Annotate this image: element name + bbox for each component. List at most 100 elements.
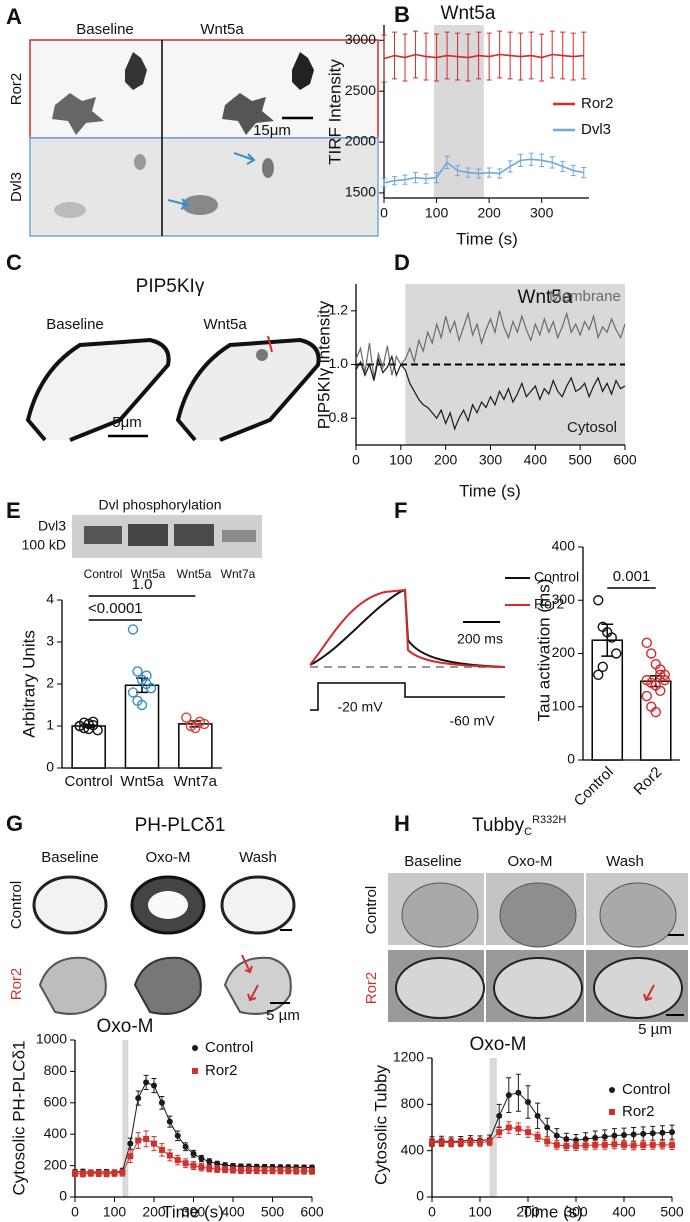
row-label: Control [363,886,380,934]
data-point [563,1143,570,1150]
current-trace [309,588,506,668]
scale-label: 15μm [253,122,291,139]
stimulus-shade [489,1058,497,1197]
data-point [573,1143,579,1150]
x-tick-label: 100 [389,452,413,468]
y-axis-label: Cytosolic Tubby [371,1065,390,1185]
panel-label: E [6,498,21,523]
data-point [640,1130,647,1137]
y-tick-label: 200 [44,1156,68,1172]
y-tick-label: 0 [59,1188,67,1204]
data-point [525,1129,531,1136]
column-label: Baseline [41,849,99,866]
data-point [206,1165,213,1172]
annotation: Oxo-M [97,1016,154,1037]
error-bar [381,178,387,188]
panel-label: G [6,811,23,836]
data-point [669,1129,675,1136]
title-superscript: R332H [532,814,566,826]
scale-label: 5μm [112,414,141,431]
legend-label: Control [205,1039,253,1056]
data-point [525,1099,531,1106]
data-point [111,1170,118,1177]
x-tick-label: 500 [660,1204,684,1220]
y-tick-label: 300 [552,591,576,607]
data-point [467,1138,474,1145]
y-tick-label: 400 [552,538,576,554]
data-point [261,1167,268,1174]
x-tick-label: 600 [613,452,637,468]
data-point [655,669,666,680]
data-point [593,669,604,680]
data-point [515,1089,522,1096]
data-point [601,1133,608,1140]
annotation: Wnt5a [441,3,496,24]
row-label: Ror2 [363,972,380,1005]
data-point [293,1167,300,1174]
data-point [135,1137,142,1144]
data-point [182,1160,189,1167]
column-label: Wnt5a [203,316,247,333]
arrow [267,335,273,353]
data-point [534,1133,541,1140]
y-tick-label: 600 [44,1094,68,1110]
micrograph [29,137,379,237]
data-point [606,632,617,643]
x-tick-label: 200 [142,1204,166,1220]
cell [25,337,171,442]
legend-label: Ror2 [534,596,565,612]
x-tick-label: Control [64,773,112,790]
voltage-label: -20 mV [337,699,383,715]
scale-label: 5 µm [638,1021,672,1038]
y-tick-label: 1.0 [329,355,349,371]
y-tick-label: 0 [567,751,575,767]
data-point [190,1150,197,1157]
cell [256,349,268,361]
data-point [563,1136,570,1143]
x-tick-label: 500 [568,452,592,468]
y-tick-label: 3 [46,633,54,649]
data-point [230,1166,236,1173]
voltage-protocol [310,682,505,711]
data-point [143,1079,150,1086]
cell [220,875,296,935]
x-tick-label: 100 [425,205,449,221]
panel-label: C [6,250,22,275]
panel-label: A [6,4,22,29]
x-tick-label: 300 [530,205,554,221]
y-tick-label: 4 [46,591,54,607]
band [222,530,256,542]
data-point [448,1139,455,1146]
lane-label: Wnt5a [177,567,212,581]
legend-swatch [609,1087,615,1093]
x-tick-label: 500 [261,1204,285,1220]
legend-label: Control [534,569,579,585]
data-point [544,1124,551,1131]
x-tick-label: 0 [352,452,360,468]
data-point [127,624,139,635]
data-point [630,1142,637,1149]
data-point [301,1167,308,1174]
data-point [141,670,152,681]
x-tick-label: 0 [428,1204,436,1220]
x-tick-label: 400 [612,1204,636,1220]
y-axis-label: Arbitrary Units [19,630,38,738]
legend-label: Control [622,1081,670,1098]
y-tick-label: 800 [401,1095,425,1111]
data-point [95,1170,102,1177]
data-point [496,1112,503,1119]
x-axis-label: Time (s) [162,1202,224,1221]
bar [124,684,160,769]
legend-swatch [192,1068,198,1074]
data-point [214,1166,221,1173]
data-point [611,1141,618,1148]
panel-label: F [394,498,407,523]
data-point [515,1125,522,1132]
panel-title: PIP5KIγ [136,276,205,297]
data-point [277,1167,284,1174]
y-tick-label: 0.8 [329,409,349,425]
data-point [659,1129,666,1136]
arrow [643,984,655,1002]
